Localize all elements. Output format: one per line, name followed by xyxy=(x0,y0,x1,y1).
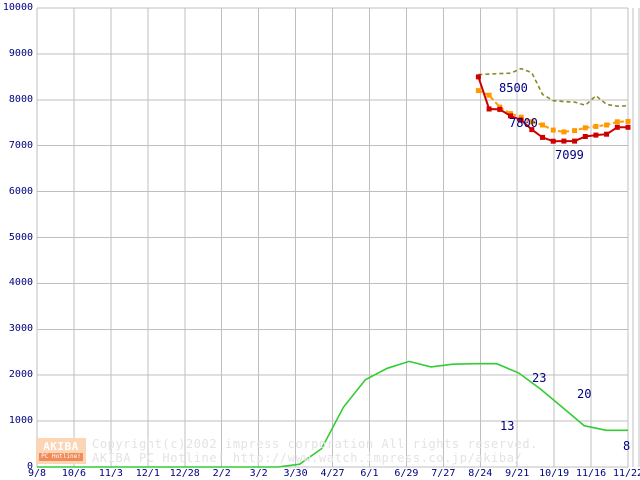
series-marker-average-price xyxy=(529,119,535,125)
series-marker-average-price xyxy=(604,122,610,128)
series-marker-min-price xyxy=(625,124,631,130)
point-label-shop-count: 13 xyxy=(500,419,515,433)
series-marker-min-price xyxy=(582,134,588,139)
x-tick-label: 12/1 xyxy=(135,468,160,479)
x-tick-label: 11/16 xyxy=(576,468,607,479)
x-tick-label: 11/3 xyxy=(98,468,123,479)
series-marker-average-price xyxy=(593,123,599,129)
x-tick-label: 9/8 xyxy=(27,468,47,479)
y-tick-label: 8000 xyxy=(8,93,33,105)
x-tick-label: 11/22 xyxy=(612,468,640,479)
y-tick-label: 0 xyxy=(26,461,33,472)
series-marker-average-price xyxy=(518,114,524,120)
point-label-shop-count: 8 xyxy=(623,439,631,453)
series-marker-average-price xyxy=(550,127,556,133)
series-marker-average-price xyxy=(625,118,631,124)
x-tick-label: 3/2 xyxy=(249,468,268,479)
y-tick-label: 10000 xyxy=(2,2,33,13)
series-marker-average-price xyxy=(614,119,620,125)
series-marker-min-price xyxy=(529,127,535,133)
x-tick-label: 6/1 xyxy=(360,468,379,479)
series-marker-min-price xyxy=(593,132,599,138)
point-label-min-price: 8500 xyxy=(499,81,528,95)
series-marker-min-price xyxy=(561,138,567,144)
y-tick-label: 6000 xyxy=(8,185,33,197)
series-marker-average-price xyxy=(572,128,578,134)
series-marker-min-price xyxy=(604,131,610,137)
point-label-shop-count: 20 xyxy=(577,387,592,401)
series-marker-min-price xyxy=(497,106,503,112)
series-marker-average-price xyxy=(475,88,481,94)
series-marker-average-price xyxy=(540,122,545,128)
series-marker-min-price xyxy=(475,74,481,80)
y-tick-label: 9000 xyxy=(8,47,33,59)
series-marker-average-price xyxy=(486,92,492,98)
gridlines xyxy=(36,7,640,468)
series-marker-average-price xyxy=(582,125,588,131)
x-tick-label: 8/24 xyxy=(468,468,493,479)
x-tick-label: 7/27 xyxy=(431,468,456,479)
x-tick-label: 12/28 xyxy=(169,468,200,479)
y-tick-label: 4000 xyxy=(8,277,33,289)
series-marker-min-price xyxy=(614,124,620,130)
y-tick-label: 3000 xyxy=(8,323,33,335)
x-tick-label: 2/2 xyxy=(212,468,231,479)
x-tick-label: 10/6 xyxy=(61,468,86,479)
point-label-min-price: 7099 xyxy=(555,148,584,162)
series-marker-min-price xyxy=(540,134,545,140)
series-marker-min-price xyxy=(486,106,492,112)
point-label-min-price: 7800 xyxy=(509,116,538,130)
point-label-shop-count: 23 xyxy=(532,371,547,385)
x-tick-label: 10/19 xyxy=(539,468,570,479)
y-tick-label: 7000 xyxy=(8,139,33,151)
series-marker-min-price xyxy=(572,138,578,144)
series-marker-min-price xyxy=(508,113,513,119)
series-marker-min-price xyxy=(550,138,556,144)
x-tick-label: 3/30 xyxy=(283,468,308,479)
series-layer xyxy=(37,67,631,468)
y-tick-label: 2000 xyxy=(8,369,33,381)
series-line-shop-count xyxy=(37,360,628,468)
y-tick-label: 1000 xyxy=(8,415,33,427)
series-marker-average-price xyxy=(561,129,567,135)
x-tick-label: 6/29 xyxy=(394,468,419,479)
series-marker-min-price xyxy=(518,117,524,123)
series-line-max-price xyxy=(478,67,629,108)
x-tick-label: 4/27 xyxy=(320,468,345,479)
x-tick-label: 9/21 xyxy=(505,468,530,479)
y-tick-label: 5000 xyxy=(8,231,33,243)
